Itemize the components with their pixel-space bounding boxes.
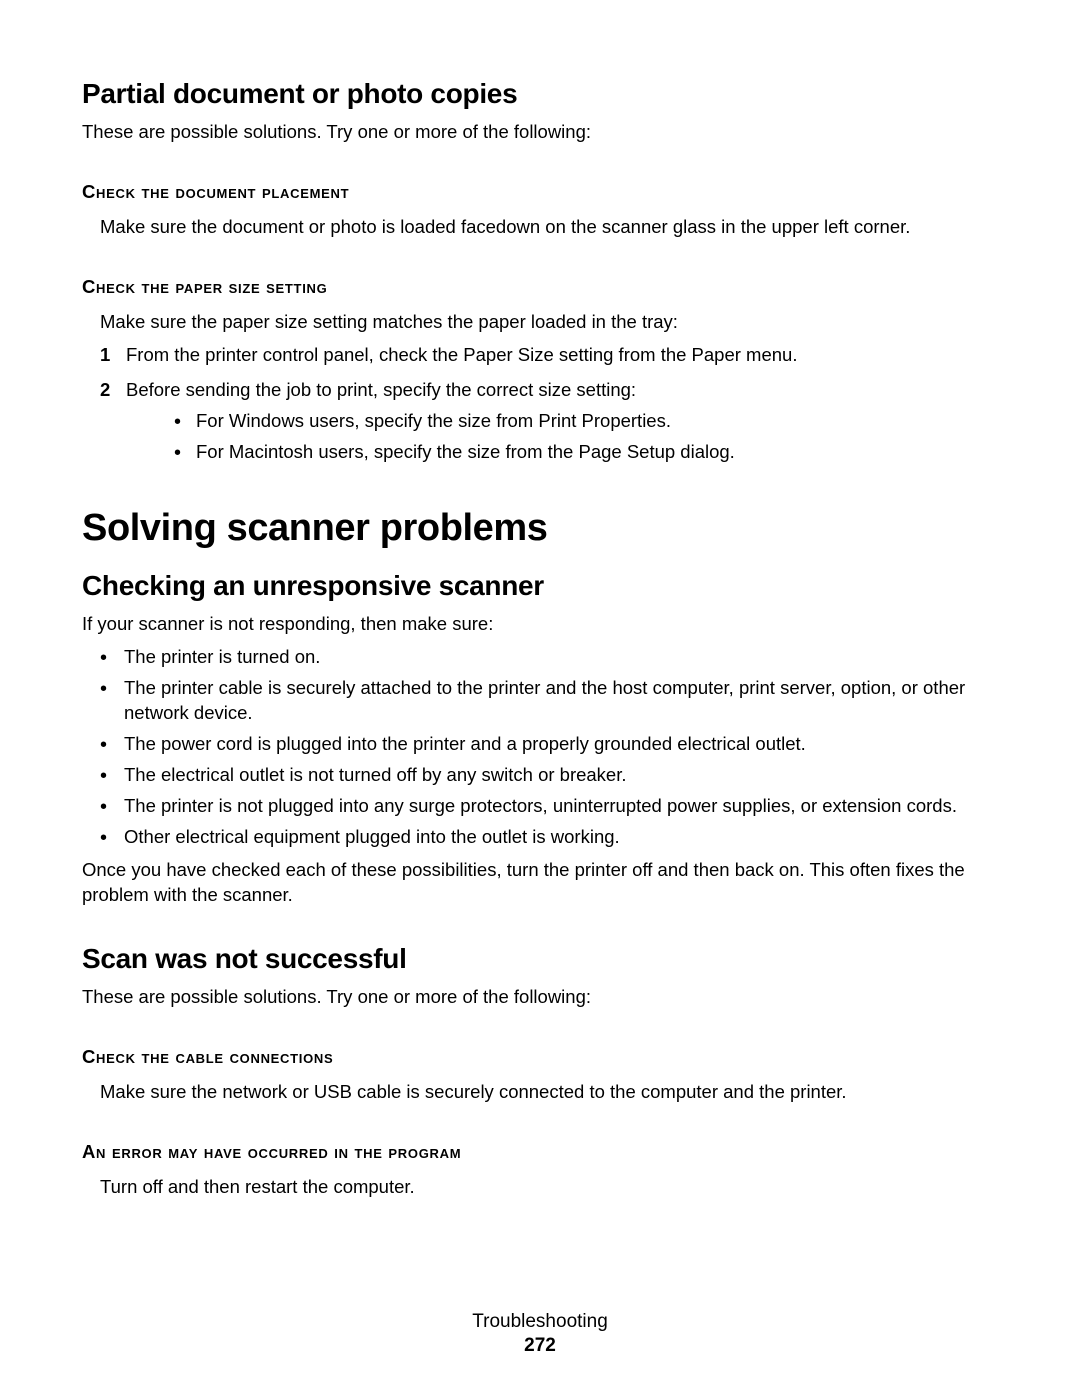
unresponsive-checklist: The printer is turned on. The printer ca… [100, 645, 1000, 850]
step-1-text: From the printer control panel, check th… [126, 344, 797, 365]
section3-sub1-body: Make sure the network or USB cable is se… [100, 1080, 1000, 1105]
section-heading-scan-unsuccessful: Scan was not successful [82, 943, 1000, 975]
list-item: The power cord is plugged into the print… [100, 732, 1000, 757]
step-2: 2 Before sending the job to print, speci… [100, 378, 1000, 465]
list-item: For Windows users, specify the size from… [174, 409, 1000, 434]
page-footer: Troubleshooting 272 [0, 1311, 1080, 1357]
step-1: 1 From the printer control panel, check … [100, 343, 1000, 368]
list-item: Other electrical equipment plugged into … [100, 825, 1000, 850]
footer-page-number: 272 [0, 1335, 1080, 1357]
sub-heading-paper-size: Check the paper size setting [82, 276, 1000, 298]
numbered-steps: 1 From the printer control panel, check … [100, 343, 1000, 465]
step-number: 2 [100, 378, 110, 403]
nested-bullets: For Windows users, specify the size from… [174, 409, 1000, 465]
section3-intro: These are possible solutions. Try one or… [82, 985, 1000, 1010]
list-item: The printer cable is securely attached t… [100, 676, 1000, 726]
list-item: The electrical outlet is not turned off … [100, 763, 1000, 788]
step-number: 1 [100, 343, 110, 368]
section-heading-unresponsive: Checking an unresponsive scanner [82, 570, 1000, 602]
section3-sub2-body: Turn off and then restart the computer. [100, 1175, 1000, 1200]
sub-heading-doc-placement: Check the document placement [82, 181, 1000, 203]
main-heading-scanner-problems: Solving scanner problems [82, 507, 1000, 550]
sub-heading-program-error: An error may have occurred in the progra… [82, 1141, 1000, 1163]
page-content: Partial document or photo copies These a… [82, 78, 1000, 1200]
section2-conclusion: Once you have checked each of these poss… [82, 858, 1000, 908]
section2-intro: If your scanner is not responding, then … [82, 612, 1000, 637]
footer-section-title: Troubleshooting [0, 1311, 1080, 1333]
sub1-body: Make sure the document or photo is loade… [100, 215, 1000, 240]
sub-heading-cable-connections: Check the cable connections [82, 1046, 1000, 1068]
list-item: The printer is turned on. [100, 645, 1000, 670]
section1-intro: These are possible solutions. Try one or… [82, 120, 1000, 145]
list-item: For Macintosh users, specify the size fr… [174, 440, 1000, 465]
section-heading-partial-copies: Partial document or photo copies [82, 78, 1000, 110]
step-2-text: Before sending the job to print, specify… [126, 379, 636, 400]
list-item: The printer is not plugged into any surg… [100, 794, 1000, 819]
sub2-body: Make sure the paper size setting matches… [100, 310, 1000, 335]
